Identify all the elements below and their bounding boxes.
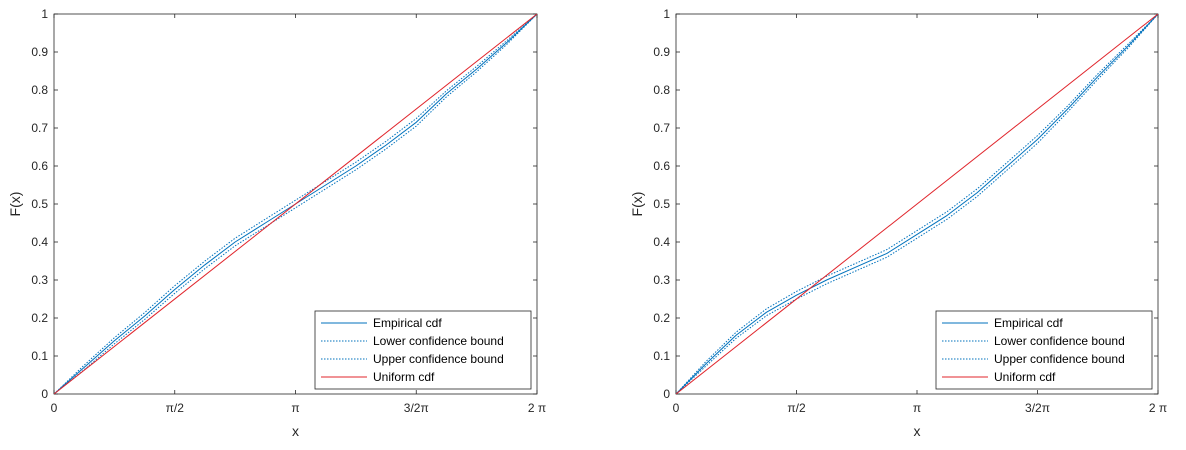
x-axis-label: x <box>292 423 299 439</box>
y-tick-label: 0 <box>663 387 670 401</box>
legend-box <box>935 310 1153 390</box>
y-tick-label: 0.8 <box>653 83 670 97</box>
y-axis-label: F(x) <box>7 192 23 217</box>
series-line-lower-confidence-bound <box>676 14 1158 394</box>
y-axis-label: F(x) <box>629 192 645 217</box>
series-line-uniform-cdf <box>54 14 537 394</box>
x-tick-label: 3/2π <box>1025 401 1050 415</box>
y-tick-label: 0 <box>41 387 48 401</box>
chart-left: 0 π/2 π 3/2π 2 π 0 0.1 0.2 0.3 0.4 0.5 0.6 0.7 0.8 0.9… <box>7 7 546 439</box>
x-tick-label: π <box>913 401 921 415</box>
legend: Empirical cdf Lower confidence bound Upper… <box>935 310 1153 390</box>
y-tick-label: 0.1 <box>31 349 48 363</box>
x-axis-label: x <box>914 423 921 439</box>
y-tick-label: 0.4 <box>31 235 48 249</box>
x-tick-label: 0 <box>51 401 58 415</box>
y-tick-label: 1 <box>41 7 48 21</box>
x-tick-label: 0 <box>673 401 680 415</box>
y-tick-label: 0.6 <box>31 159 48 173</box>
y-tick-label: 0.4 <box>653 235 670 249</box>
legend-entry-label: Lower confidence bound <box>373 334 504 348</box>
y-tick-label: 1 <box>663 7 670 21</box>
legend-entry-label: Empirical cdf <box>373 316 442 330</box>
y-tick-label: 0.5 <box>31 197 48 211</box>
y-tick-label: 0.6 <box>653 159 670 173</box>
x-tick-label: 3/2π <box>404 401 429 415</box>
legend-entry-label: Uniform cdf <box>994 370 1056 384</box>
y-tick-label: 0.3 <box>653 273 670 287</box>
x-tick-label: π <box>291 401 299 415</box>
x-tick-label: π/2 <box>787 401 806 415</box>
series-group <box>676 14 1158 394</box>
y-tick-label: 0.7 <box>653 121 670 135</box>
legend-entry-label: Uniform cdf <box>373 370 435 384</box>
y-tick-label: 0.1 <box>653 349 670 363</box>
y-tick-label: 0.5 <box>653 197 670 211</box>
legend-box <box>314 310 532 390</box>
y-tick-label: 0.3 <box>31 273 48 287</box>
y-tick-label: 0.9 <box>653 45 670 59</box>
x-tick-label: π/2 <box>166 401 185 415</box>
legend: Empirical cdf Lower confidence bound Upper… <box>314 310 532 390</box>
legend-entry-label: Upper confidence bound <box>994 352 1125 366</box>
series-group <box>54 14 537 394</box>
y-tick-label: 0.2 <box>31 311 48 325</box>
x-tick-label: 2 π <box>528 401 546 415</box>
y-tick-label: 0.9 <box>31 45 48 59</box>
y-tick-label: 0.8 <box>31 83 48 97</box>
legend-entry-label: Empirical cdf <box>994 316 1063 330</box>
legend-entry-label: Upper confidence bound <box>373 352 504 366</box>
series-line-uniform-cdf <box>676 14 1158 394</box>
series-line-empirical-cdf <box>676 14 1158 394</box>
x-tick-label: 2 π <box>1149 401 1167 415</box>
chart-right: 0 π/2 π 3/2π 2 π 0 0.1 0.2 0.3 0.4 0.5 0.6 0.7 0.8 0.9… <box>629 7 1167 439</box>
series-line-upper-confidence-bound <box>54 14 537 394</box>
y-tick-label: 0.2 <box>653 311 670 325</box>
series-line-upper-confidence-bound <box>676 14 1158 394</box>
y-tick-label: 0.7 <box>31 121 48 135</box>
legend-entry-label: Lower confidence bound <box>994 334 1125 348</box>
